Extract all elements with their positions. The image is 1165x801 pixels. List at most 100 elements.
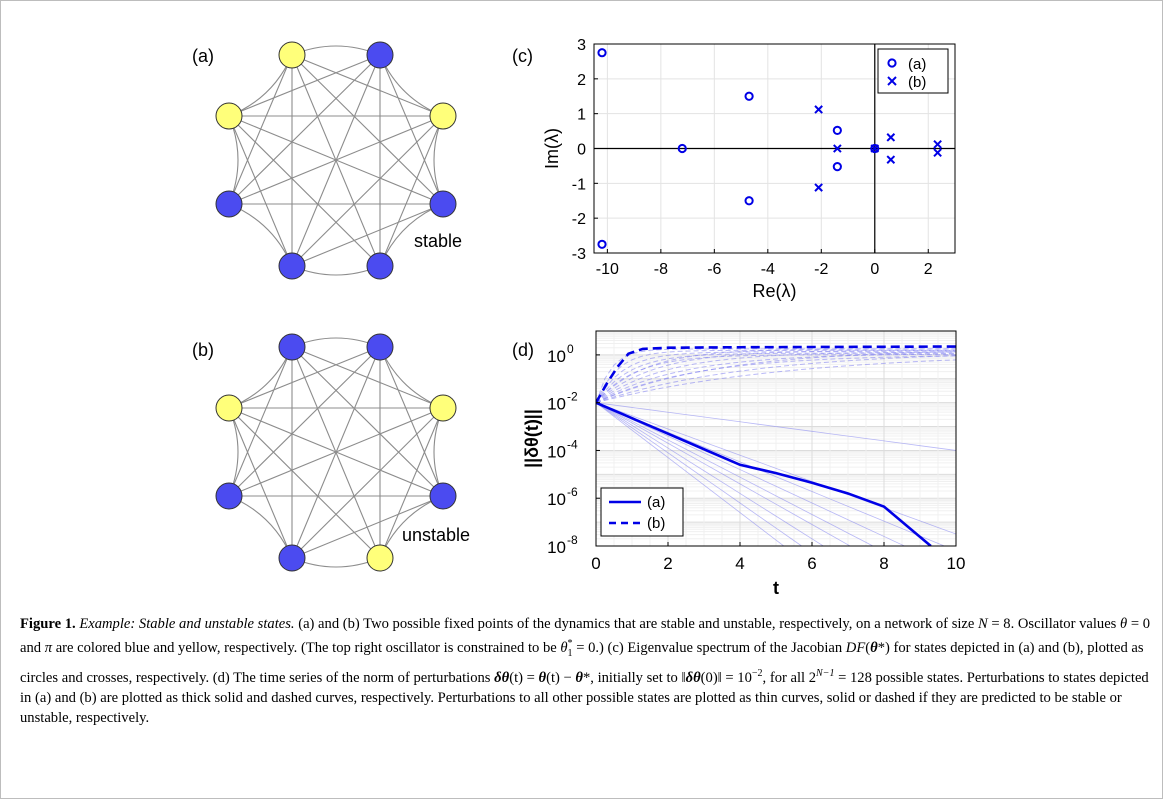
figure: (a) (b) (c) (d) stable unstable -10 -8 -6-… [192, 37, 966, 598]
thin-stable-curve [596, 402, 874, 546]
y-tick-exponent: -6 [567, 485, 578, 499]
y-tick-exponent: -8 [567, 533, 578, 547]
x-axis-label: Re(λ) [753, 281, 797, 301]
x-tick-label: 0 [870, 261, 879, 278]
caption-text: (t) − [546, 669, 576, 686]
math-theta1: θ [560, 639, 568, 656]
y-tick-label: 0 [577, 142, 586, 159]
x-tick-label: 2 [924, 261, 933, 278]
thin-unstable-curve [596, 351, 956, 404]
x-tick-label: 10 [947, 554, 966, 573]
network-a [215, 41, 457, 280]
panel-c-tag: (c) [512, 46, 533, 66]
data-point-circle [870, 143, 880, 154]
caption-text: (t) = [509, 669, 539, 686]
caption-text: = 0.) (c) Eigenvalue spectrum of the Jac… [572, 639, 846, 656]
legend-label: (b) [908, 74, 926, 91]
caption-text: = 128 possible states. Perturbations to … [20, 669, 1149, 726]
math-sub: 1 [567, 647, 573, 659]
math-bold-theta: θ [575, 669, 583, 686]
plot-frame [595, 330, 957, 547]
network-edge [379, 115, 444, 267]
x-tick-label: 0 [591, 554, 600, 573]
data-point-circle [832, 125, 842, 135]
x-tick-label: -4 [761, 261, 775, 278]
y-tick-label: 10 [547, 490, 566, 509]
network-b-state-label: unstable [402, 525, 470, 545]
eigenvalue-chart: -10 -8 -6 -4 -2 0 2 3 2 1 0 -1 -2 -3 Re(λ) Im(λ) (a)(b) [542, 37, 956, 301]
thin-stable-curve [596, 402, 825, 546]
y-tick-label: -2 [572, 211, 586, 228]
network-edge [228, 54, 381, 117]
oscillator-node [215, 394, 243, 422]
caption-text: are colored blue and yellow, respectivel… [52, 639, 561, 656]
y-tick-label: 10 [547, 442, 566, 461]
network-edge [291, 346, 381, 559]
caption-text: = 8. Oscillator values [987, 616, 1121, 632]
series-a-curve [596, 401, 932, 546]
oscillator-node [278, 252, 306, 280]
y-tick-label: 10 [547, 347, 566, 366]
math-bold-theta: θ [538, 669, 547, 686]
caption-text: (0)‖ = 10 [700, 669, 752, 686]
y-tick-label: 1 [577, 107, 586, 124]
math-pi: π [44, 639, 53, 656]
network-edge [228, 115, 381, 267]
legend-marker-cross [887, 76, 897, 86]
network-edge [291, 115, 444, 267]
oscillator-node [429, 394, 457, 422]
math-DF: DF [845, 639, 866, 656]
panel-b-tag: (b) [192, 340, 214, 360]
oscillator-node [366, 544, 394, 572]
y-tick-label: 10 [547, 395, 566, 414]
network-edge [228, 407, 381, 559]
math-sup: * [567, 638, 573, 649]
thin-stable-curve [596, 402, 803, 546]
caption-label: Figure 1. [20, 616, 76, 632]
oscillator-node [278, 544, 306, 572]
y-tick-exponent: 0 [567, 342, 574, 356]
legend-label: (b) [647, 515, 665, 532]
y-tick-exponent: -2 [567, 390, 578, 404]
network-edge [228, 54, 381, 205]
y-axis-label: Im(λ) [542, 128, 562, 169]
math-sup: N−1 [816, 667, 835, 679]
x-axis-label: t [773, 578, 779, 598]
network-edge [291, 346, 444, 409]
y-tick-label: -1 [572, 176, 586, 193]
y-tick-label: 2 [577, 72, 586, 89]
x-tick-label: 4 [735, 554, 744, 573]
thin-unstable-curve [596, 348, 956, 404]
data-point-cross [933, 140, 942, 149]
math-theta: θ [1120, 616, 1128, 632]
data-point-circle [597, 239, 607, 249]
math-bold-theta: θ [870, 639, 878, 656]
caption-title-rest: : Stable and unstable states. [130, 616, 295, 632]
y-tick-label: 10 [547, 538, 566, 557]
oscillator-node [215, 190, 243, 218]
thin-unstable-curve [596, 355, 956, 404]
legend-marker-circle [887, 58, 897, 68]
oscillator-node [429, 102, 457, 130]
y-tick-label: -3 [572, 246, 586, 263]
thin-stable-curve [596, 402, 956, 451]
thin-unstable-curve [596, 355, 956, 404]
figure-caption: Figure 1. Example: Stable and unstable s… [20, 614, 1150, 728]
x-tick-label: 2 [663, 554, 672, 573]
oscillator-node [278, 333, 306, 361]
network-edge [291, 54, 444, 205]
x-tick-label: -6 [707, 261, 721, 278]
caption-text: *, initially set to ‖ [582, 669, 686, 686]
y-tick-label: 3 [577, 37, 586, 54]
x-tick-label: -10 [596, 261, 619, 278]
thin-unstable-curve [596, 353, 956, 404]
y-tick-exponent: -4 [567, 437, 578, 451]
thin-stable-curve [596, 402, 956, 535]
network-b [215, 333, 457, 572]
thin-stable-curve [596, 402, 785, 546]
caption-text: , for all 2 [762, 669, 817, 686]
panel-d-tag: (d) [512, 340, 534, 360]
network-edge [379, 407, 444, 559]
x-tick-label: -2 [814, 261, 828, 278]
